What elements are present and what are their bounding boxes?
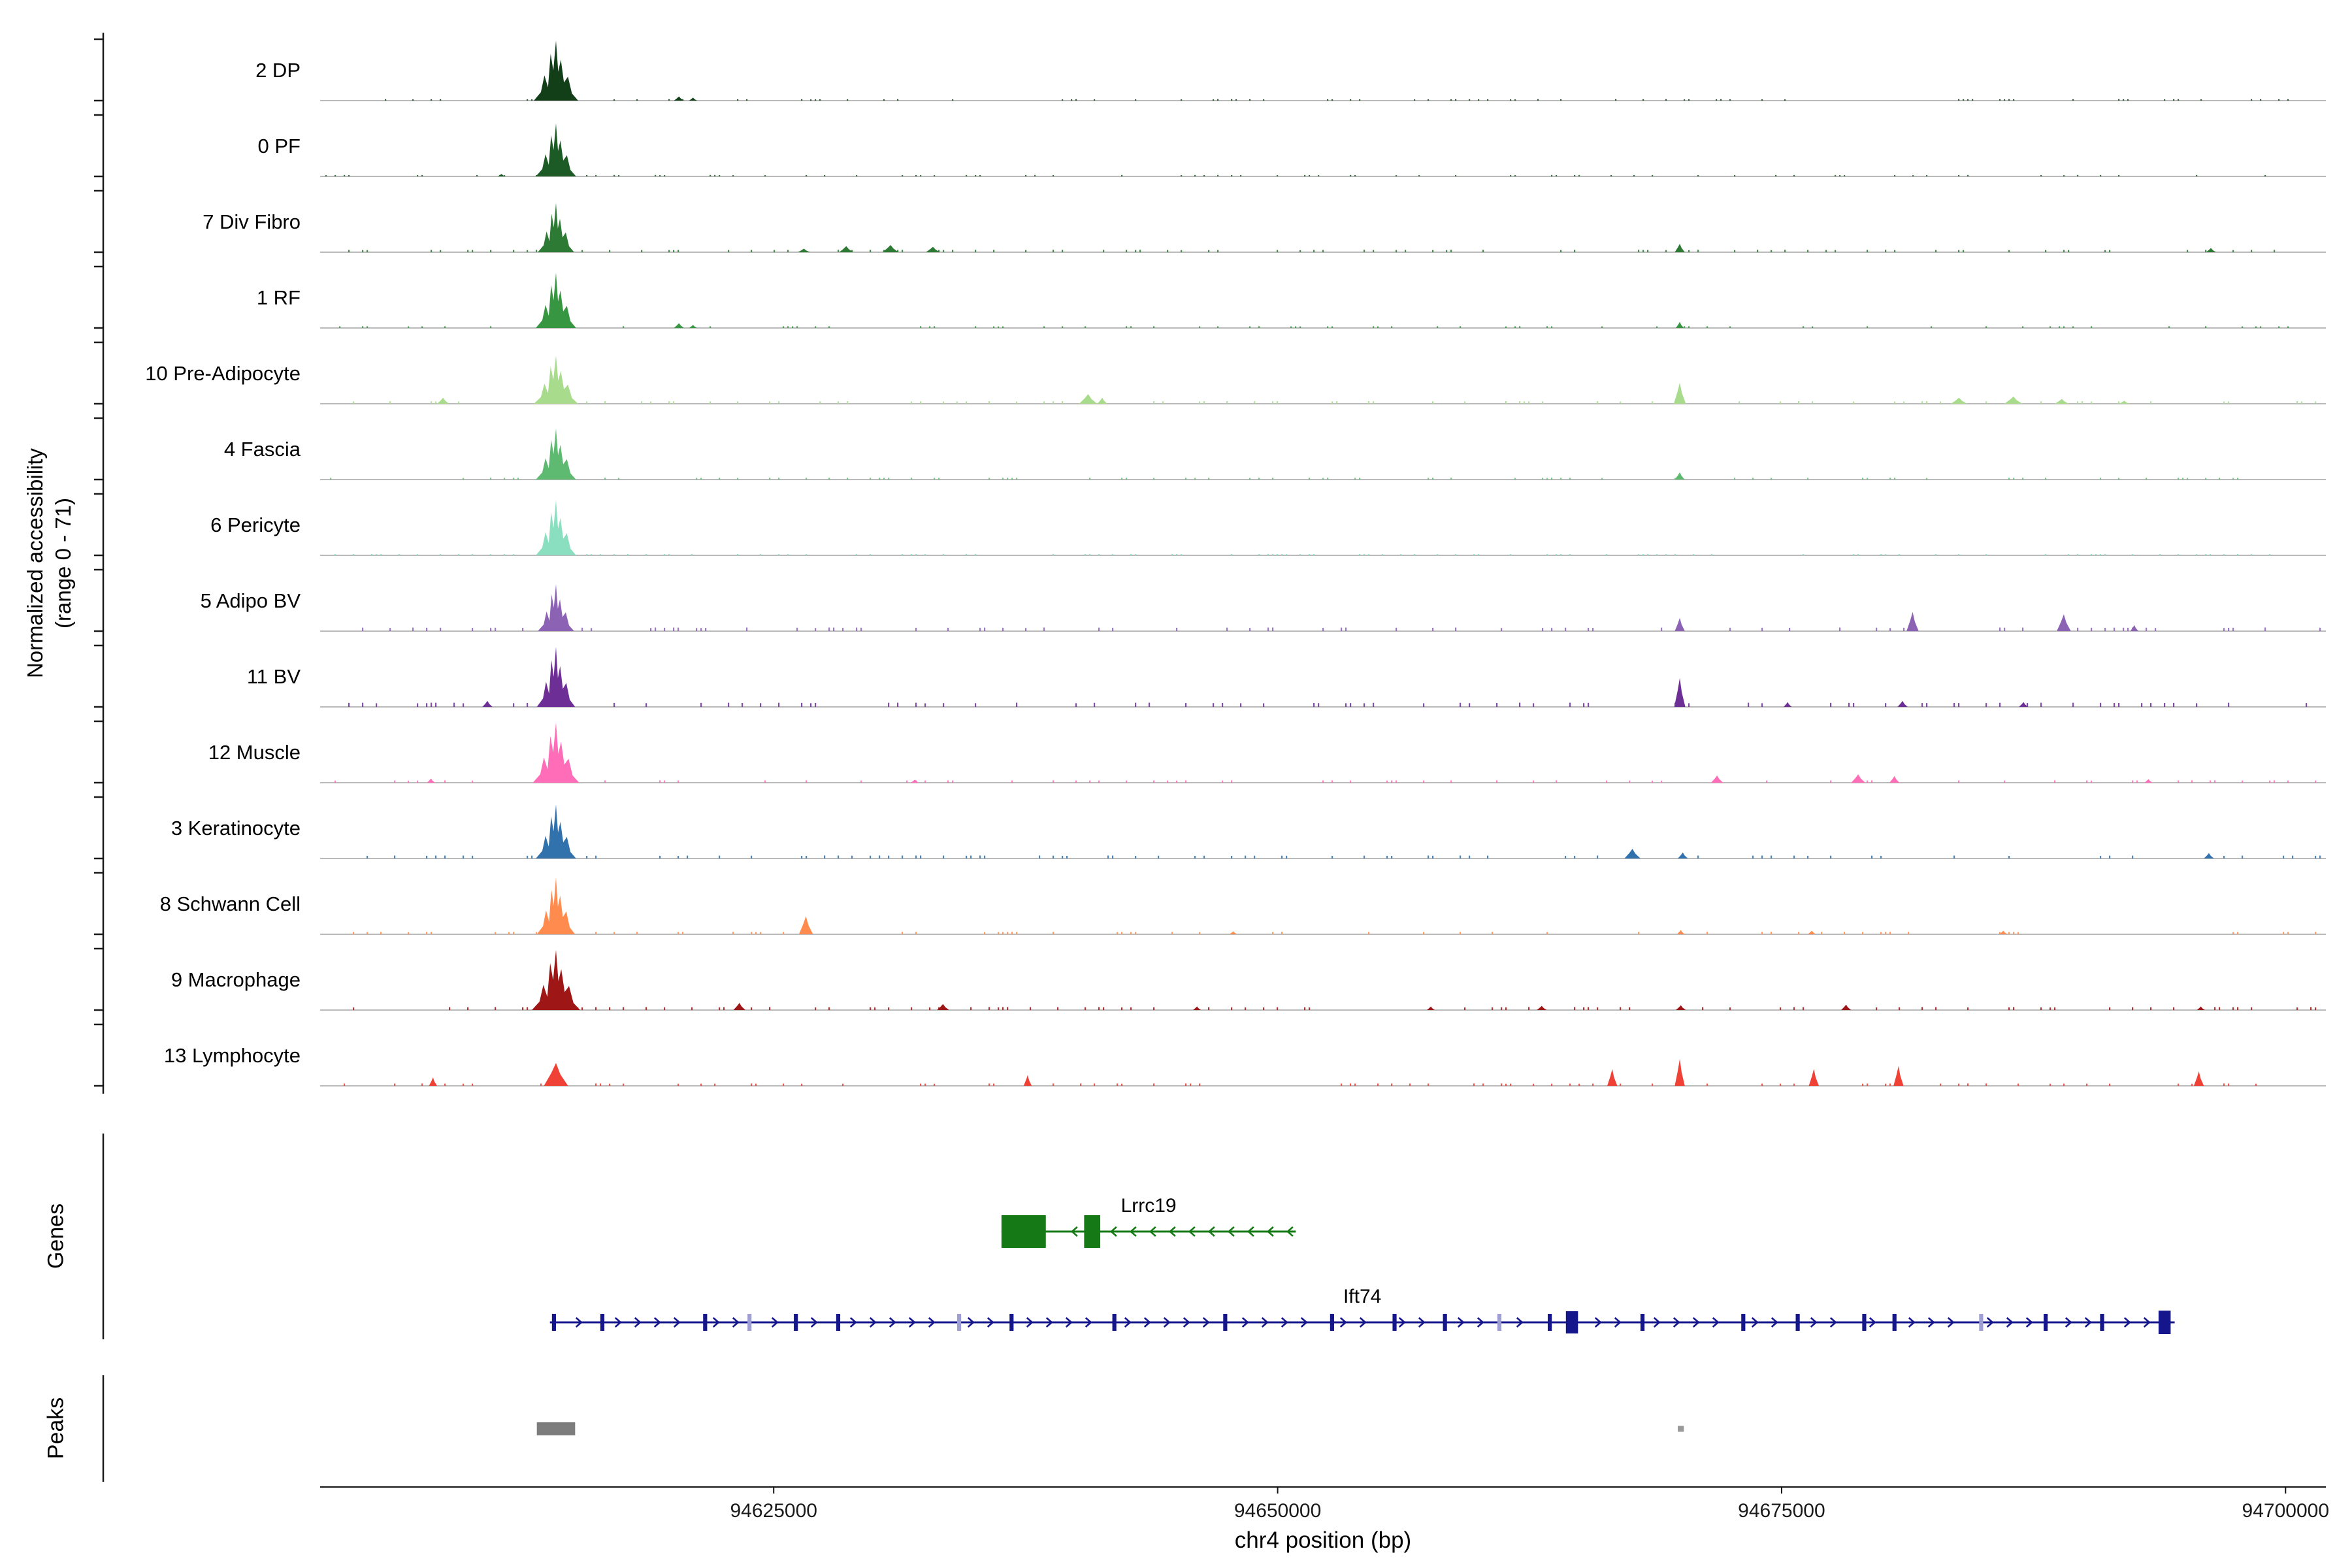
gene-name-lrrc19: Lrrc19 [1120, 1195, 1177, 1217]
track-label: 11 BV [246, 665, 301, 688]
coverage-signal [320, 950, 2326, 1011]
x-tick-label: 94625000 [730, 1500, 817, 1522]
coverage-signal [320, 877, 2326, 935]
coverage-signal [320, 428, 2326, 480]
coverage-signal [320, 584, 2326, 632]
track-label: 5 Adipo BV [200, 589, 301, 612]
peak-region [1678, 1426, 1684, 1432]
track-label: 6 Pericyte [210, 514, 301, 536]
track-label: 12 Muscle [208, 741, 301, 764]
coverage-signal [320, 804, 2326, 859]
coverage-signal [320, 723, 2326, 783]
x-tick-label: 94700000 [2242, 1500, 2330, 1522]
track-row-1-rf: 1 RF [0, 260, 2352, 336]
coverage-signal [320, 647, 2326, 708]
coverage-signal [320, 355, 2326, 404]
gene-name-ift74: Ift74 [1343, 1286, 1382, 1307]
track-label: 9 Macrophage [171, 968, 301, 991]
track-row-12-muscle: 12 Muscle [0, 715, 2352, 791]
coverage-signal [320, 272, 2326, 329]
peak-region [536, 1422, 576, 1435]
track-row-5-adipo-bv: 5 Adipo BV [0, 563, 2352, 639]
x-axis-title: chr4 position (bp) [1234, 1527, 1412, 1553]
track-row-4-fascia: 4 Fascia [0, 412, 2352, 487]
coverage-signal [320, 500, 2326, 556]
track-row-7-div-fibro: 7 Div Fibro [0, 184, 2352, 260]
track-row-6-pericyte: 6 Pericyte [0, 487, 2352, 563]
track-label: 13 Lymphocyte [163, 1044, 301, 1067]
coverage-signal [320, 1058, 2326, 1086]
track-row-0-pf: 0 PF [0, 108, 2352, 184]
track-label: 0 PF [257, 135, 301, 157]
track-row-2-dp: 2 DP [0, 33, 2352, 108]
x-tick-label: 94650000 [1233, 1500, 1322, 1522]
section-axis-brackets [94, 33, 105, 1482]
track-label: 7 Div Fibro [203, 210, 301, 233]
track-label: 4 Fascia [223, 438, 301, 461]
x-axis [320, 1486, 2326, 1494]
coverage-signal [320, 203, 2326, 253]
track-row-11-bv: 11 BV [0, 639, 2352, 715]
track-label: 8 Schwann Cell [159, 892, 301, 915]
track-row-8-schwann-cell: 8 Schwann Cell [0, 866, 2352, 942]
track-row-3-keratinocyte: 3 Keratinocyte [0, 791, 2352, 866]
track-label: 3 Keratinocyte [171, 817, 301, 840]
coverage-tracks: 2 DP 0 PF 7 Div Fibro 1 RF 10 Pre-Adipocyte 4… [0, 33, 2352, 1094]
track-label: 2 DP [255, 59, 301, 82]
track-row-10-pre-adipocyte: 10 Pre-Adipocyte [0, 336, 2352, 412]
peaks-track [536, 1422, 1684, 1435]
coverage-signal [320, 41, 2326, 101]
track-row-13-lymphocyte: 13 Lymphocyte [0, 1018, 2352, 1094]
x-tick-label: 94675000 [1738, 1500, 1825, 1522]
track-label: 1 RF [256, 286, 301, 309]
gene-models-track [549, 1215, 2175, 1334]
track-label: 10 Pre-Adipocyte [145, 362, 301, 385]
track-row-9-macrophage: 9 Macrophage [0, 942, 2352, 1018]
coverage-signal [320, 123, 2326, 177]
